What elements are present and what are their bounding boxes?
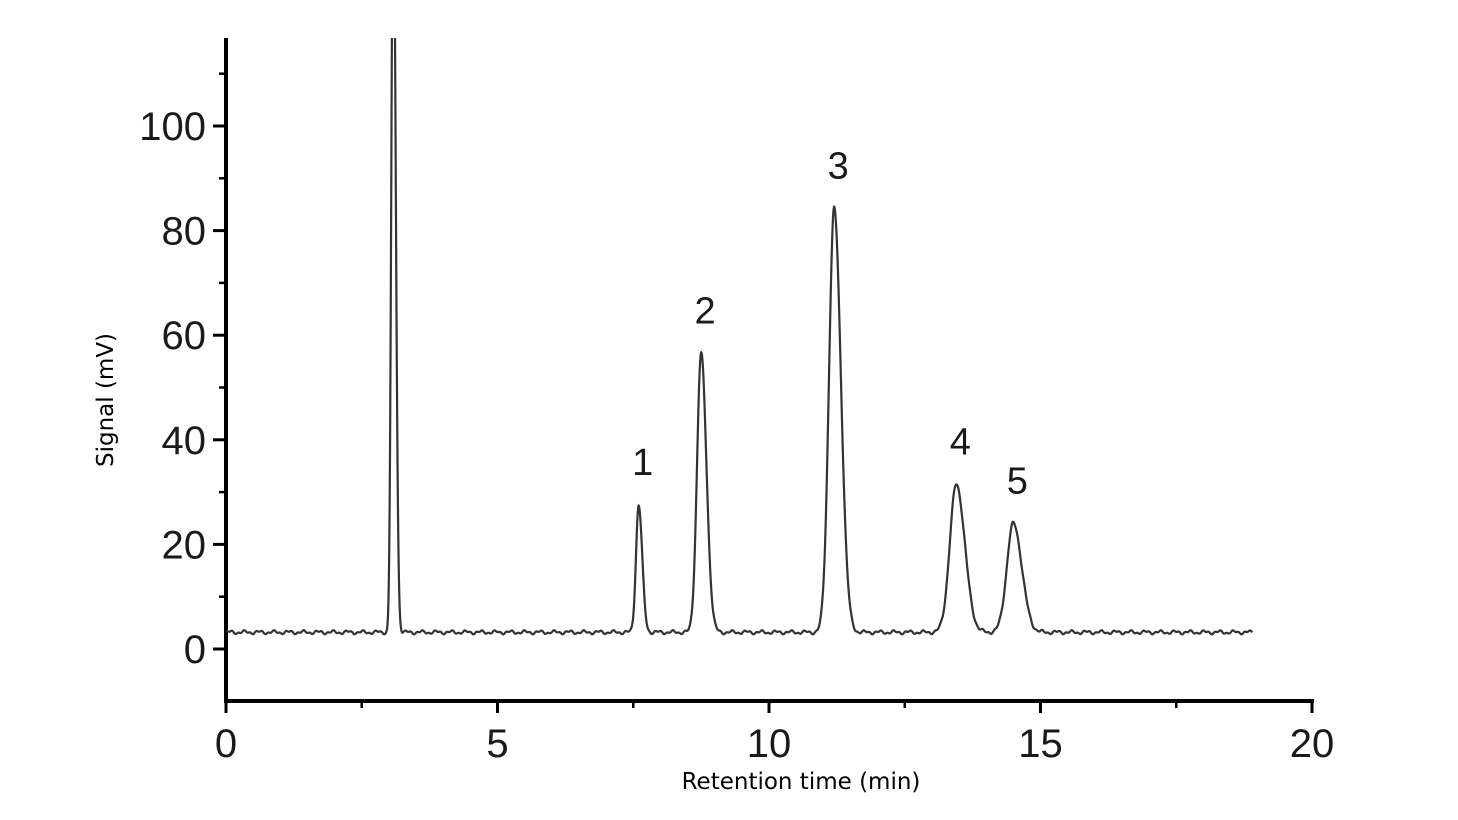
y-axis-title: Signal (mV) (93, 333, 119, 467)
x-tick-label: 20 (1290, 722, 1335, 766)
ticks (213, 72, 1314, 713)
y-tick-label: 100 (139, 105, 206, 149)
x-tick-label: 15 (1018, 722, 1063, 766)
y-tick-label: 0 (184, 628, 206, 672)
peak-label: 3 (828, 146, 849, 188)
x-axis-title: Retention time (min) (682, 769, 921, 795)
y-tick-label: 80 (162, 210, 207, 254)
y-tick-label: 40 (162, 419, 207, 463)
peak-labels: 1 2 3 45 (632, 146, 1028, 503)
y-tick-label: 60 (162, 314, 207, 358)
x-tick-label: 0 (215, 722, 237, 766)
y-tick-label: 20 (162, 523, 207, 567)
peak-label: 1 (632, 442, 653, 484)
signal-trace (226, 38, 1254, 636)
x-tick-label: 10 (747, 722, 792, 766)
peak-label: 2 (695, 291, 716, 333)
x-tick-label: 5 (486, 722, 508, 766)
peak-label: 4 (950, 421, 971, 463)
peak-label: 5 (1007, 460, 1028, 502)
